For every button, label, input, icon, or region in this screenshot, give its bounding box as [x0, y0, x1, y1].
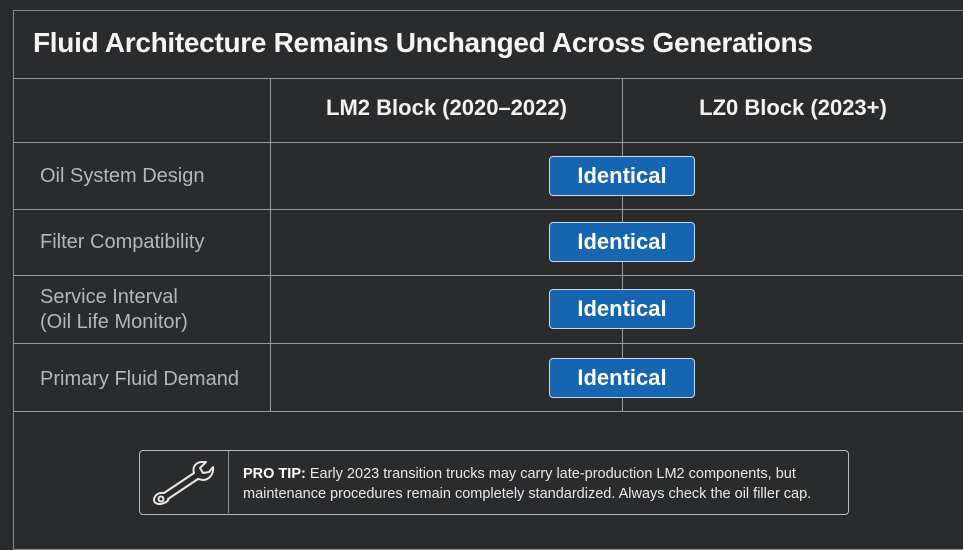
page-title: Fluid Architecture Remains Unchanged Acr… — [33, 27, 813, 58]
column-header-lm2: LM2 Block (2020–2022) — [326, 95, 567, 120]
header-divider — [13, 142, 963, 143]
row-label: Filter Compatibility — [40, 231, 205, 253]
identical-badge: Identical — [549, 222, 695, 262]
column-divider — [270, 78, 271, 411]
table-border-top — [13, 78, 963, 79]
pro-tip-body: Early 2023 transition trucks may carry l… — [243, 466, 812, 502]
identical-badge: Identical — [549, 358, 695, 398]
row-divider — [13, 343, 963, 344]
pro-tip-text: PRO TIP: Early 2023 transition trucks ma… — [243, 464, 843, 504]
row-divider — [13, 209, 963, 210]
identical-badge: Identical — [549, 289, 695, 329]
pro-tip-prefix: PRO TIP: — [243, 466, 306, 482]
row-label: Oil System Design — [40, 165, 205, 187]
table-border-bottom — [13, 411, 963, 412]
pro-tip-box: PRO TIP: Early 2023 transition trucks ma… — [139, 450, 849, 515]
row-label: Primary Fluid Demand — [40, 368, 239, 390]
row-divider — [13, 275, 963, 276]
column-header-lz0: LZ0 Block (2023+) — [699, 95, 887, 120]
comparison-table: LM2 Block (2020–2022) LZ0 Block (2023+) … — [13, 78, 963, 412]
tip-divider — [228, 451, 229, 513]
identical-badge: Identical — [549, 156, 695, 196]
row-label: Service Interval (Oil Life Monitor) — [40, 286, 188, 333]
wrench-icon — [153, 461, 215, 505]
